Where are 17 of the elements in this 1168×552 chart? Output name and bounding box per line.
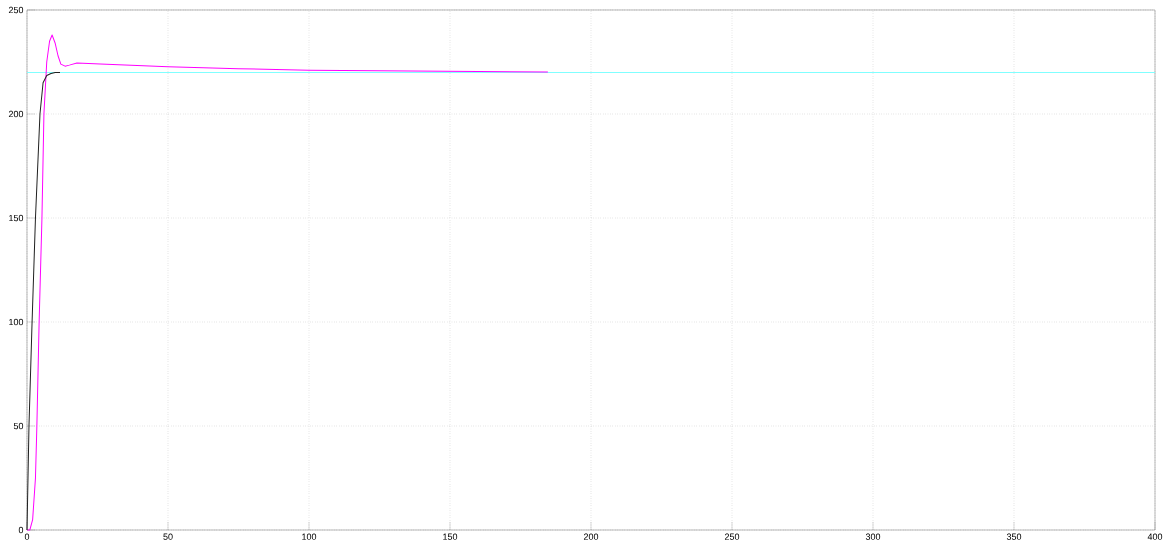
x-tick-label: 150 (443, 533, 458, 540)
line-series (26, 71, 61, 531)
y-tick-label: 100 (9, 318, 24, 326)
y-tick-label: 150 (9, 214, 24, 222)
x-tick-label: 200 (583, 533, 599, 540)
y-tick-label: 250 (8, 6, 24, 14)
x-tick-label: 50 (163, 533, 173, 540)
x-tick-label: 350 (1006, 533, 1022, 540)
y-tick-label: 50 (13, 422, 24, 430)
line-series (26, 34, 549, 531)
x-tick-label: 300 (865, 533, 881, 540)
x-tick-label: 100 (302, 533, 317, 540)
x-tick-label: 0 (24, 533, 30, 540)
x-tick-label: 400 (1147, 533, 1163, 540)
y-tick-label: 0 (18, 526, 24, 534)
y-tick-label: 200 (8, 110, 24, 118)
x-tick-label: 250 (724, 533, 740, 540)
